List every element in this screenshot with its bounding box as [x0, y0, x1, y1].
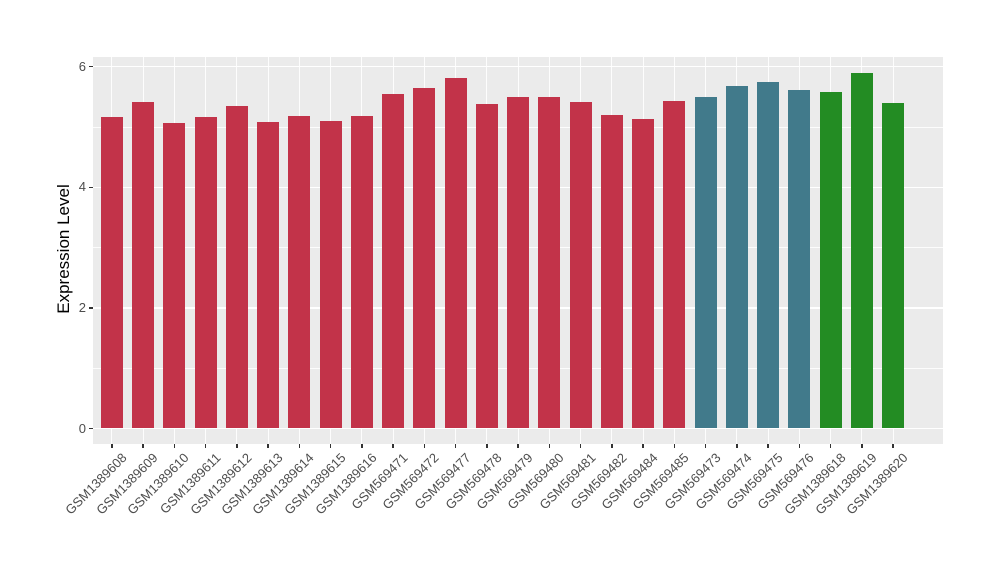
x-tick-mark	[736, 444, 738, 448]
x-tick-mark	[392, 444, 394, 448]
x-tick-mark	[704, 444, 707, 448]
bar-GSM569478	[475, 104, 498, 429]
x-tick-mark	[611, 444, 613, 448]
bar-GSM1389614	[288, 115, 311, 429]
y-tick-label: 4	[78, 179, 86, 195]
bar-GSM1389619	[850, 73, 873, 429]
bar-GSM1389608	[100, 117, 123, 429]
bar-GSM569473	[694, 96, 717, 429]
plot-panel	[93, 57, 943, 444]
bar-GSM569484	[632, 119, 654, 429]
x-tick-mark	[111, 444, 113, 448]
bar-GSM1389611	[194, 116, 217, 429]
bar-GSM569472	[413, 88, 436, 429]
x-tick-mark	[798, 444, 800, 448]
bar-GSM1389616	[350, 115, 373, 429]
y-tick-label: 6	[78, 58, 86, 74]
bar-GSM569474	[725, 85, 748, 429]
bar-GSM1389610	[163, 123, 186, 429]
x-tick-mark	[892, 444, 894, 448]
bar-GSM569479	[507, 96, 529, 429]
x-tick-mark	[548, 444, 550, 448]
y-tick-mark	[89, 65, 93, 68]
y-tick-mark	[89, 307, 93, 309]
x-tick-mark	[361, 444, 363, 448]
x-tick-mark	[142, 444, 144, 448]
x-tick-mark	[642, 444, 644, 448]
x-tick-mark	[267, 444, 269, 448]
bar-GSM569475	[757, 81, 779, 429]
bar-GSM1389618	[819, 92, 842, 429]
x-tick-mark	[329, 444, 332, 448]
x-tick-mark	[829, 444, 832, 448]
bar-GSM569482	[600, 114, 623, 429]
bar-GSM1389613	[257, 121, 279, 429]
x-tick-mark	[517, 444, 519, 448]
y-tick-mark	[89, 186, 93, 189]
x-tick-mark	[579, 444, 582, 448]
y-tick-label: 0	[78, 420, 86, 436]
y-tick-label: 2	[78, 299, 86, 315]
bar-GSM569471	[382, 93, 404, 429]
x-tick-mark	[767, 444, 769, 448]
x-tick-mark	[236, 444, 238, 448]
x-tick-mark	[423, 444, 425, 448]
x-tick-mark	[173, 444, 175, 448]
x-tick-mark	[298, 444, 300, 448]
bar-GSM569476	[788, 90, 811, 429]
bar-GSM1389620	[882, 103, 904, 429]
bar-GSM569485	[663, 101, 686, 429]
bar-GSM1389615	[319, 120, 342, 429]
y-axis-title: Expression Level	[54, 184, 73, 314]
x-tick-mark	[486, 444, 488, 448]
bar-GSM569480	[538, 96, 561, 429]
bar-GSM569481	[569, 101, 592, 429]
bar-GSM1389612	[225, 105, 248, 429]
y-tick-mark	[89, 427, 93, 430]
x-tick-mark	[861, 444, 863, 448]
x-tick-mark	[204, 444, 207, 448]
bar-GSM1389609	[132, 102, 154, 429]
x-tick-mark	[673, 444, 675, 448]
bar-GSM569477	[444, 78, 467, 429]
x-tick-mark	[454, 444, 457, 448]
